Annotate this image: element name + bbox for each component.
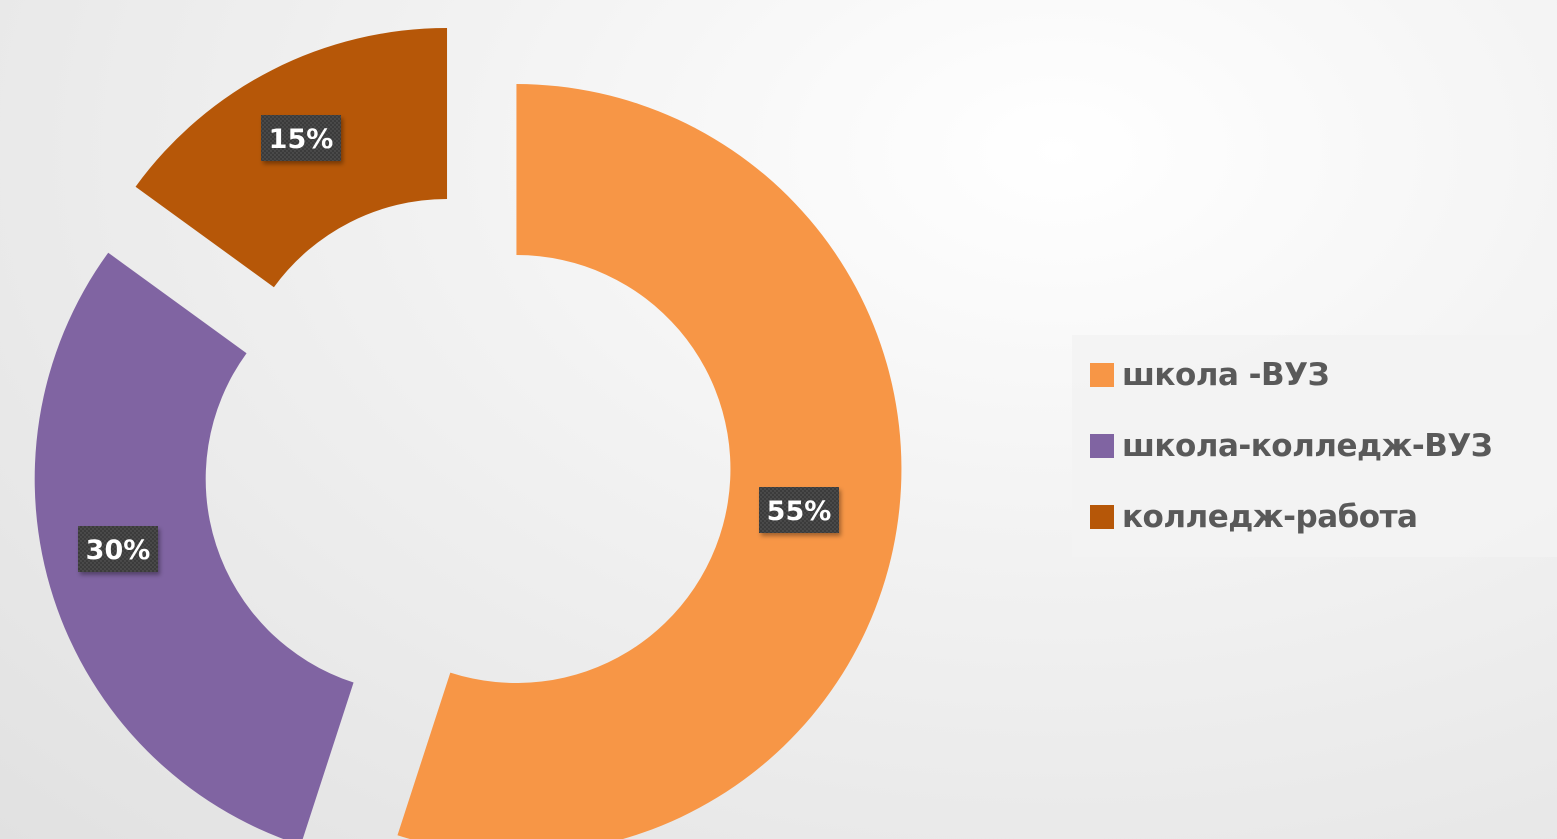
legend-item-school-university: школа -ВУЗ [1090,357,1557,393]
slice-school-college-university [34,252,354,839]
data-label-text: 30% [86,535,151,566]
legend-swatch [1090,434,1114,458]
data-label-box [261,115,341,161]
legend-swatch [1090,363,1114,387]
legend-item-school-college-university: школа-колледж-ВУЗ [1090,428,1557,464]
data-label: 15% [261,115,341,161]
data-label: 55% [759,487,839,533]
data-label: 30% [78,526,158,572]
legend-label: школа-колледж-ВУЗ [1122,428,1493,464]
chart-legend: школа -ВУЗ школа-колледж-ВУЗ колледж-раб… [1072,335,1557,557]
legend-swatch [1090,505,1114,529]
data-label-box [759,487,839,533]
legend-item-college-work: колледж-работа [1090,499,1557,535]
slice-school-university [397,84,902,839]
data-label-text: 15% [269,124,334,155]
legend-label: колледж-работа [1122,499,1418,535]
data-label-text: 55% [767,496,832,527]
legend-label: школа -ВУЗ [1122,357,1330,393]
data-label-box [78,526,158,572]
